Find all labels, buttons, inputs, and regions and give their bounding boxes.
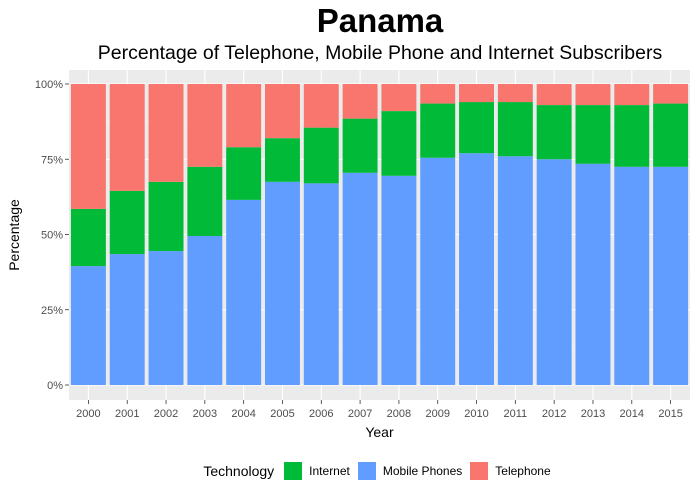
bar-mobile-phones-2013	[575, 163, 611, 385]
bar-internet-2012	[536, 105, 572, 160]
bar-internet-2001	[109, 190, 145, 255]
bar-telephone-2006	[303, 84, 339, 128]
legend-item-mobile-phones: Mobile Phones	[355, 460, 463, 482]
bar-internet-2003	[187, 166, 223, 237]
bar-internet-2009	[420, 103, 456, 158]
bar-telephone-2013	[575, 84, 611, 106]
bar-telephone-2009	[420, 84, 456, 104]
y-axis-title: Percentage	[6, 199, 22, 271]
bar-telephone-2012	[536, 84, 572, 106]
legend-item-telephone: Telephone	[468, 460, 551, 482]
y-tick-label: 50%	[41, 230, 63, 242]
y-tick-label: 100%	[35, 79, 63, 91]
bar-mobile-phones-2011	[497, 156, 533, 385]
x-tick-label: 2014	[620, 408, 644, 420]
bar-telephone-2000	[70, 84, 106, 209]
x-tick-label: 2002	[154, 408, 178, 420]
legend-label-mobile-phones: Mobile Phones	[382, 464, 463, 478]
bar-mobile-phones-2005	[265, 181, 300, 385]
legend-title: Technology	[203, 463, 275, 479]
bar-mobile-phones-2009	[420, 157, 456, 385]
x-tick-label: 2005	[270, 408, 294, 420]
bar-internet-2011	[497, 102, 533, 157]
x-tick-label: 2000	[76, 408, 100, 420]
x-tick-label: 2010	[464, 408, 488, 420]
bar-internet-2004	[226, 147, 262, 200]
bar-internet-2008	[381, 111, 417, 176]
bar-internet-2014	[614, 105, 650, 167]
legend: Technology Internet Mobile Phones Teleph…	[0, 460, 700, 482]
bar-telephone-2002	[148, 84, 184, 182]
bar-internet-2007	[342, 118, 378, 173]
bar-telephone-2004	[226, 84, 262, 148]
legend-label-internet: Internet	[309, 464, 350, 478]
x-axis-title: Year	[365, 424, 394, 440]
x-tick-label: 2009	[425, 408, 449, 420]
bar-telephone-2014	[614, 84, 650, 106]
bar-mobile-phones-2014	[614, 166, 650, 385]
bar-telephone-2005	[265, 84, 300, 139]
bar-mobile-phones-2001	[109, 254, 145, 385]
bar-mobile-phones-2010	[459, 153, 494, 385]
bar-internet-2000	[70, 208, 106, 267]
bar-telephone-2015	[653, 84, 689, 104]
stacked-bar-chart: 0% 25% 50% 75% 100% 2000 2001 2002 2003 2004 2005 2…	[6, 70, 690, 440]
y-tick-label: 75%	[41, 154, 63, 166]
bar-mobile-phones-2008	[381, 175, 417, 385]
legend-key-internet	[282, 460, 305, 482]
bar-mobile-phones-2006	[303, 183, 339, 385]
chart-subtitle: Percentage of Telephone, Mobile Phone an…	[97, 42, 663, 64]
bar-mobile-phones-2003	[187, 236, 223, 385]
legend-item-internet: Internet	[282, 460, 350, 482]
x-tick-label: 2007	[348, 408, 372, 420]
x-tick-label: 2011	[504, 408, 528, 420]
chart-title: Panama	[316, 2, 444, 39]
legend-label-telephone: Telephone	[495, 464, 551, 478]
x-tick-label: 2015	[658, 408, 682, 420]
bar-telephone-2007	[342, 84, 378, 119]
x-tick-label: 2013	[581, 408, 605, 420]
legend-key-telephone	[468, 460, 491, 482]
x-tick-label: 2012	[542, 408, 566, 420]
bar-mobile-phones-2004	[226, 199, 262, 385]
bar-mobile-phones-2012	[536, 159, 572, 385]
y-tick-label: 25%	[41, 305, 63, 317]
bar-telephone-2003	[187, 84, 223, 167]
bar-telephone-2011	[497, 84, 533, 103]
bar-mobile-phones-2015	[653, 166, 689, 385]
bar-telephone-2008	[381, 84, 417, 112]
x-tick-label: 2008	[387, 408, 411, 420]
bar-telephone-2001	[109, 84, 145, 191]
bar-internet-2013	[575, 105, 611, 164]
x-tick-label: 2001	[115, 408, 139, 420]
bar-internet-2005	[265, 138, 300, 182]
bar-mobile-phones-2007	[342, 172, 378, 385]
bar-mobile-phones-2000	[70, 266, 106, 385]
x-tick-label: 2003	[193, 408, 217, 420]
bar-internet-2006	[303, 127, 339, 184]
legend-key-mobile-phones	[355, 460, 378, 482]
x-tick-label: 2006	[309, 408, 333, 420]
x-tick-label: 2004	[231, 408, 255, 420]
bar-telephone-2010	[459, 84, 494, 103]
y-tick-label: 0%	[47, 380, 63, 392]
bar-mobile-phones-2002	[148, 251, 184, 385]
bar-internet-2015	[653, 103, 689, 167]
bar-internet-2002	[148, 181, 184, 252]
bar-internet-2010	[459, 102, 494, 154]
